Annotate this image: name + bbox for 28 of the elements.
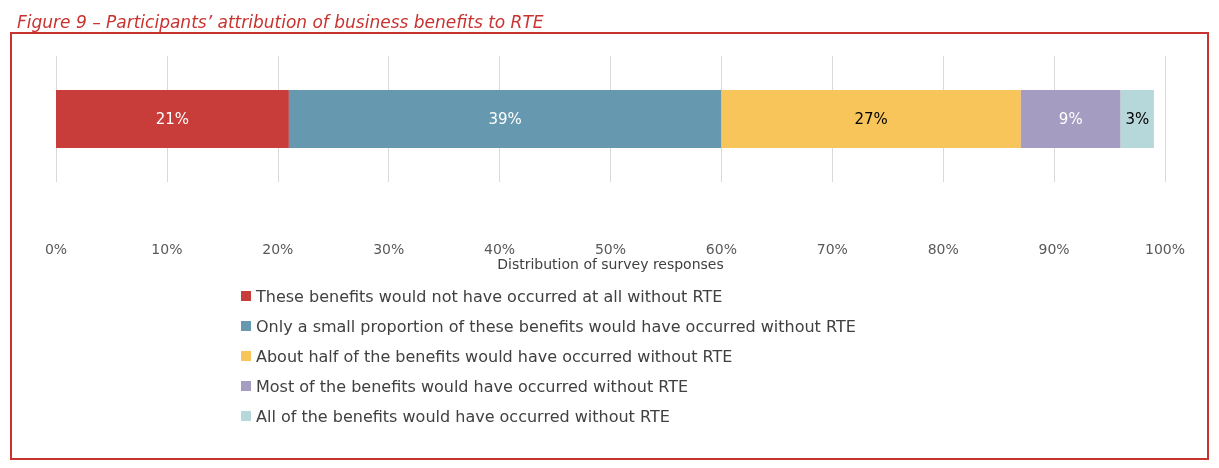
- x-tick-label: 80%: [927, 241, 959, 257]
- data-label: 9%: [1058, 110, 1083, 128]
- x-tick-label: 70%: [816, 241, 848, 257]
- x-tick-label: 0%: [44, 241, 68, 257]
- x-tick-label: 40%: [484, 241, 516, 257]
- x-tick-label: 20%: [262, 241, 294, 257]
- x-tick-label: 60%: [705, 241, 737, 257]
- bar: [56, 90, 289, 148]
- x-axis-title: Distribution of survey responses: [497, 255, 724, 272]
- legend-label: Most of the benefits would have occurred without RTE: [256, 376, 689, 396]
- legend-label: All of the benefits would have occurred without RTE: [256, 406, 670, 426]
- data-label: 3%: [1125, 110, 1150, 128]
- legend-label: These benefits would not have occurred at all without RTE: [255, 286, 723, 306]
- x-tick-label: 10%: [151, 241, 183, 257]
- data-label: 39%: [488, 110, 522, 128]
- chart-title: Figure 9 – Participants’ attribution of business benefits to RTE: [17, 11, 544, 32]
- legend-label: Only a small proportion of these benefits would have occurred without RTE: [256, 316, 856, 336]
- x-tick-label: 100%: [1144, 241, 1186, 257]
- x-tick-label: 30%: [373, 241, 405, 257]
- x-tick-label: 90%: [1038, 241, 1070, 257]
- bar: [288, 90, 722, 148]
- data-label: 27%: [854, 110, 888, 128]
- legend-label: About half of the benefits would have occurred without RTE: [256, 346, 733, 366]
- data-label: 21%: [155, 110, 190, 128]
- bar: [1020, 90, 1121, 148]
- bar: [1120, 90, 1154, 148]
- x-tick-label: 50%: [594, 241, 627, 257]
- bar: [721, 90, 1021, 148]
